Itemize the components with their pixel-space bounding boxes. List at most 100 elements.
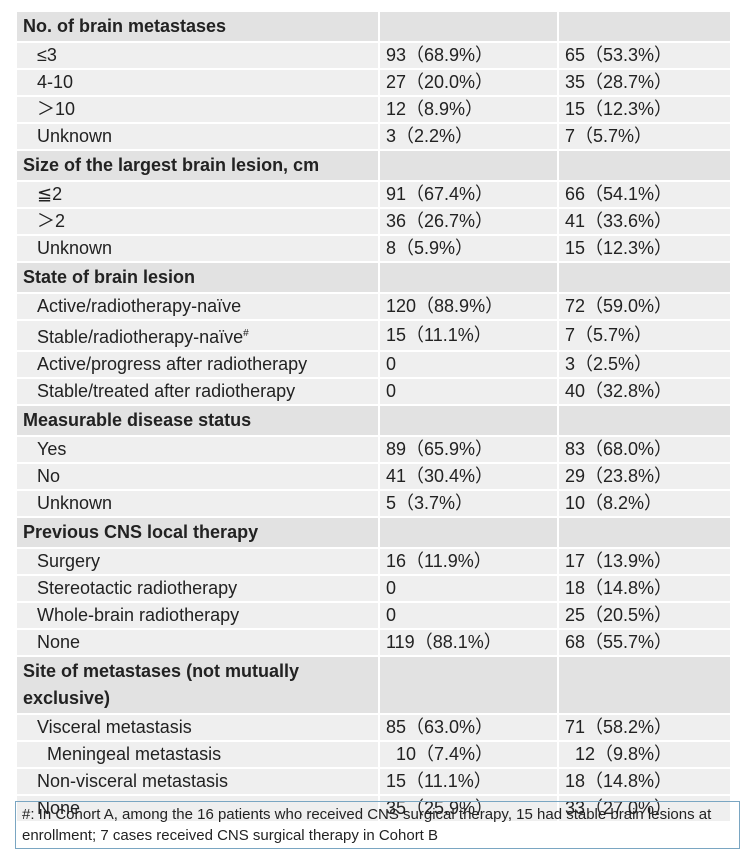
table-row: Unknown 8（5.9%） 15（12.3%）	[15, 234, 732, 263]
row-label-text: No	[37, 466, 61, 486]
cohort-b-value: 3（2.5%）	[557, 350, 732, 379]
table-row: Yes 89（65.9%） 83（68.0%）	[15, 435, 732, 464]
row-label-text: Meningeal metastasis	[47, 744, 222, 764]
section-header: Measurable disease status	[15, 404, 732, 437]
cohort-b-value: 7（5.7%）	[557, 122, 732, 151]
cohort-a-value: 0	[378, 377, 559, 406]
cohort-b-value: 71（58.2%）	[557, 713, 732, 742]
cohort-b-value: 15（12.3%）	[557, 234, 732, 263]
row-label-text: None	[37, 798, 81, 818]
cohort-b-value: 29（23.8%）	[557, 462, 732, 491]
table-row: Stable/treated after radiotherapy 0 40（32.…	[15, 377, 732, 406]
table-row: Stereotactic radiotherapy 0 18（14.8%）	[15, 574, 732, 603]
cohort-b-value: 25（20.5%）	[557, 601, 732, 630]
row-label-text: ≤3	[37, 45, 57, 65]
table-row: ＞2 36（26.7%） 41（33.6%）	[15, 207, 732, 236]
cohort-a-value: 0	[378, 601, 559, 630]
row-label: Stable/radiotherapy-naïve#	[15, 319, 380, 352]
section-header: State of brain lesion	[15, 261, 732, 294]
cohort-b-value: 83（68.0%）	[557, 435, 732, 464]
section-header: Previous CNS local therapy	[15, 516, 732, 549]
row-label: Active/progress after radiotherapy	[15, 350, 380, 379]
row-label: Yes	[15, 435, 380, 464]
table-row: Stable/radiotherapy-naïve# 15（11.1%） 7（5.7…	[15, 319, 732, 352]
row-label: ≤3	[15, 41, 380, 70]
table-row: Unknown 5（3.7%） 10（8.2%）	[15, 489, 732, 518]
cohort-b-value: 40（32.8%）	[557, 377, 732, 406]
section-title: Site of metastases (not mutually exclusi…	[15, 655, 380, 715]
cohort-b-value: 65（53.3%）	[557, 41, 732, 70]
row-label-text: Surgery	[37, 551, 101, 571]
row-label-text: ＞2	[37, 211, 66, 231]
cohort-b-value: 72（59.0%）	[557, 292, 732, 321]
row-label-text: Unknown	[37, 238, 113, 258]
cohort-b-value: 68（55.7%）	[557, 628, 732, 657]
cohort-b-value: 35（28.7%）	[557, 68, 732, 97]
cohort-b-value: 33（27.0%）	[557, 794, 732, 823]
cohort-b-value: 17（13.9%）	[557, 547, 732, 576]
table-row: Active/progress after radiotherapy 0 3（2.5…	[15, 350, 732, 379]
section-title: No. of brain metastases	[15, 10, 380, 43]
empty-cell	[557, 261, 732, 294]
cohort-a-value: 119（88.1%）	[378, 628, 559, 657]
cohort-a-value: 15（11.1%）	[378, 767, 559, 796]
row-label: ＞2	[15, 207, 380, 236]
row-label: Unknown	[15, 489, 380, 518]
cohort-a-value: 35（25.9%）	[378, 794, 559, 823]
cohort-a-value: 12（8.9%）	[378, 95, 559, 124]
empty-cell	[378, 404, 559, 437]
row-label-text: ≦2	[37, 184, 63, 204]
empty-cell	[557, 149, 732, 182]
empty-cell	[378, 10, 559, 43]
row-label: None	[15, 628, 380, 657]
row-label-text: Stable/treated after radiotherapy	[37, 381, 296, 401]
empty-cell	[557, 516, 732, 549]
empty-cell	[378, 655, 559, 715]
cohort-a-value: 93（68.9%）	[378, 41, 559, 70]
empty-cell	[557, 10, 732, 43]
cohort-b-value: 15（12.3%）	[557, 95, 732, 124]
row-label: Whole-brain radiotherapy	[15, 601, 380, 630]
table-row: ≦2 91（67.4%） 66（54.1%）	[15, 180, 732, 209]
cohort-b-value: 18（14.8%）	[557, 574, 732, 603]
cohort-a-value: 0	[378, 350, 559, 379]
cohort-a-value: 15（11.1%）	[378, 319, 559, 352]
data-table: No. of brain metastases ≤3 93（68.9%） 65（53.…	[15, 10, 732, 823]
cohort-a-value: 10（7.4%）	[378, 740, 559, 769]
cohort-a-value: 3（2.2%）	[378, 122, 559, 151]
row-label: Meningeal metastasis	[15, 740, 380, 769]
cohort-a-value: 5（3.7%）	[378, 489, 559, 518]
cohort-a-value: 120（88.9%）	[378, 292, 559, 321]
row-label: Unknown	[15, 234, 380, 263]
table-row: Visceral metastasis 85（63.0%） 71（58.2%）	[15, 713, 732, 742]
row-label: ≦2	[15, 180, 380, 209]
table-row: 4-10 27（20.0%） 35（28.7%）	[15, 68, 732, 97]
row-label-text: Unknown	[37, 126, 113, 146]
section-header: Size of the largest brain lesion, cm	[15, 149, 732, 182]
cohort-a-value: 0	[378, 574, 559, 603]
row-label-text: Stable/radiotherapy-naïve	[37, 327, 244, 347]
section-title: State of brain lesion	[15, 261, 380, 294]
table-row: None 35（25.9%） 33（27.0%）	[15, 794, 732, 823]
row-label-text: Stereotactic radiotherapy	[37, 578, 238, 598]
table-row: ≤3 93（68.9%） 65（53.3%）	[15, 41, 732, 70]
row-label-text: 4-10	[37, 72, 74, 92]
cohort-a-value: 36（26.7%）	[378, 207, 559, 236]
row-label: None	[15, 794, 380, 823]
empty-cell	[557, 655, 732, 715]
cohort-b-value: 18（14.8%）	[557, 767, 732, 796]
row-label: No	[15, 462, 380, 491]
cohort-a-value: 16（11.9%）	[378, 547, 559, 576]
table-row: Active/radiotherapy-naïve 120（88.9%） 72（59…	[15, 292, 732, 321]
section-title: Size of the largest brain lesion, cm	[15, 149, 380, 182]
row-label-text: Whole-brain radiotherapy	[37, 605, 240, 625]
cohort-b-value: 10（8.2%）	[557, 489, 732, 518]
cohort-a-value: 27（20.0%）	[378, 68, 559, 97]
row-label: 4-10	[15, 68, 380, 97]
row-label: Surgery	[15, 547, 380, 576]
cohort-a-value: 89（65.9%）	[378, 435, 559, 464]
table-row: None 119（88.1%） 68（55.7%）	[15, 628, 732, 657]
table-row: Unknown 3（2.2%） 7（5.7%）	[15, 122, 732, 151]
section-title: Previous CNS local therapy	[15, 516, 380, 549]
